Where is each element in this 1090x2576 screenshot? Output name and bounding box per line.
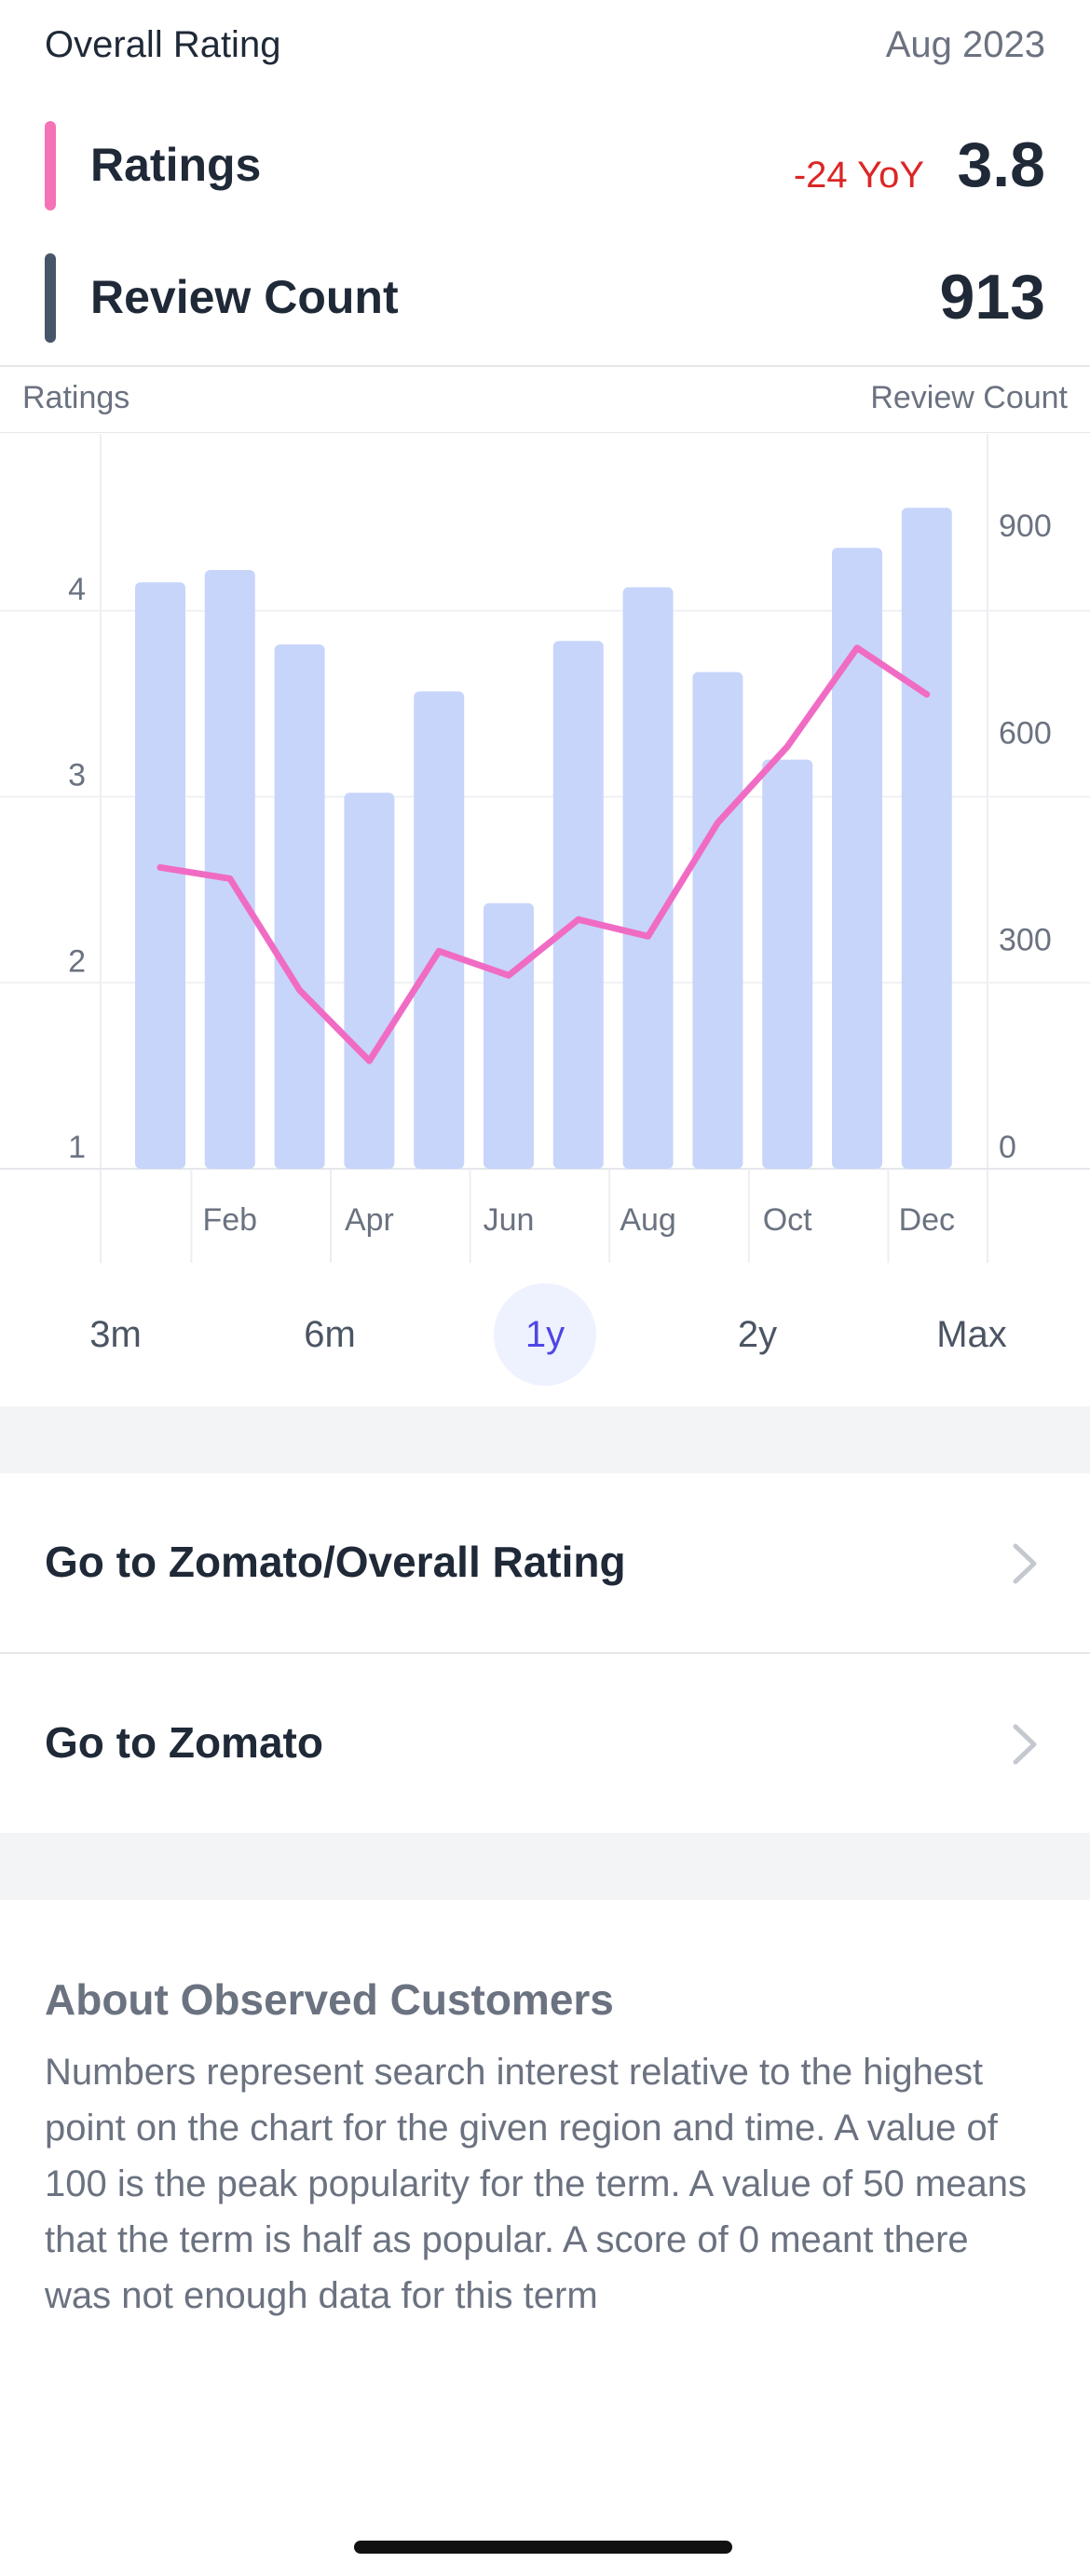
- link-divider: [0, 1652, 1090, 1654]
- y-left-tick-label: 4: [68, 572, 86, 607]
- left-axis-title: Ratings: [22, 380, 130, 415]
- ratings-yoy-change: -24 YoY: [793, 155, 924, 196]
- ratings-label: Ratings: [90, 139, 262, 191]
- bar-may: [414, 691, 465, 1169]
- range-6m[interactable]: 6m: [304, 1314, 356, 1355]
- y-left-tick-label: 3: [68, 758, 86, 793]
- bar-jan: [135, 582, 185, 1169]
- range-max[interactable]: Max: [936, 1314, 1007, 1355]
- bar-nov: [832, 548, 882, 1169]
- go-to-zomato-link[interactable]: Go to Zomato: [0, 1654, 1090, 1833]
- range-1y[interactable]: 1y: [494, 1283, 596, 1386]
- ratings-value: 3.8: [957, 129, 1045, 200]
- range-2y[interactable]: 2y: [737, 1314, 778, 1355]
- bar-feb: [204, 569, 255, 1169]
- bar-aug: [622, 587, 674, 1169]
- home-indicator[interactable]: [354, 2541, 732, 2554]
- x-tick-label: Aug: [620, 1202, 676, 1238]
- x-tick-label: Apr: [345, 1202, 394, 1238]
- header-divider: [0, 365, 1090, 367]
- review-count-label: Review Count: [90, 271, 399, 323]
- about-description: Numbers represent search interest relati…: [45, 2052, 1027, 2316]
- y-right-tick-label: 300: [999, 923, 1052, 958]
- go-to-zomato-overall-rating-link[interactable]: Go to Zomato/Overall Rating: [0, 1473, 1090, 1652]
- x-tick-label: Feb: [203, 1202, 258, 1238]
- bar-jul: [552, 641, 604, 1169]
- bar-apr: [344, 793, 395, 1169]
- ratings-color-indicator: [45, 121, 56, 210]
- review-count-value: 913: [939, 262, 1045, 332]
- chart-top-divider: [0, 432, 1090, 433]
- bar-sep: [692, 671, 743, 1169]
- right-axis-title: Review Count: [870, 380, 1068, 415]
- overall-rating-title: Overall Rating: [45, 24, 281, 65]
- x-tick-label: Dec: [899, 1202, 955, 1238]
- bar-mar: [274, 644, 325, 1169]
- bar-dec: [901, 508, 952, 1169]
- bar-oct: [762, 759, 813, 1169]
- range-3m[interactable]: 3m: [89, 1314, 142, 1355]
- link-label: Go to Zomato/Overall Rating: [45, 1538, 626, 1586]
- review-count-color-indicator: [45, 253, 56, 343]
- y-right-tick-label: 600: [999, 715, 1052, 751]
- x-tick-label: Jun: [484, 1202, 535, 1238]
- section-separator: [0, 1833, 1090, 1900]
- review-count-metric-row: Review Count 913: [0, 253, 1090, 343]
- time-range-selector: 3m 6m 1y 2y Max: [0, 1283, 1090, 1386]
- x-tick-label: Oct: [763, 1202, 812, 1238]
- y-left-tick-label: 1: [68, 1130, 86, 1165]
- y-left-tick-label: 2: [68, 943, 86, 979]
- link-label: Go to Zomato: [45, 1718, 323, 1767]
- section-separator: [0, 1406, 1090, 1473]
- ratings-metric-row: Ratings -24 YoY 3.8: [0, 121, 1090, 210]
- y-right-tick-label: 0: [999, 1130, 1016, 1165]
- ratings-review-chart[interactable]: 1 2 3 4 0 300 600 900 Feb Apr Jun Aug Oct Dec: [0, 434, 1090, 1263]
- ratings-line: [157, 644, 931, 1064]
- chevron-right-icon: [1013, 1543, 1037, 1584]
- chevron-right-icon: [1013, 1724, 1037, 1765]
- y-right-tick-label: 900: [999, 508, 1052, 544]
- date-label: Aug 2023: [885, 24, 1045, 65]
- bar-jun: [484, 902, 534, 1169]
- about-title: About Observed Customers: [45, 1975, 614, 2024]
